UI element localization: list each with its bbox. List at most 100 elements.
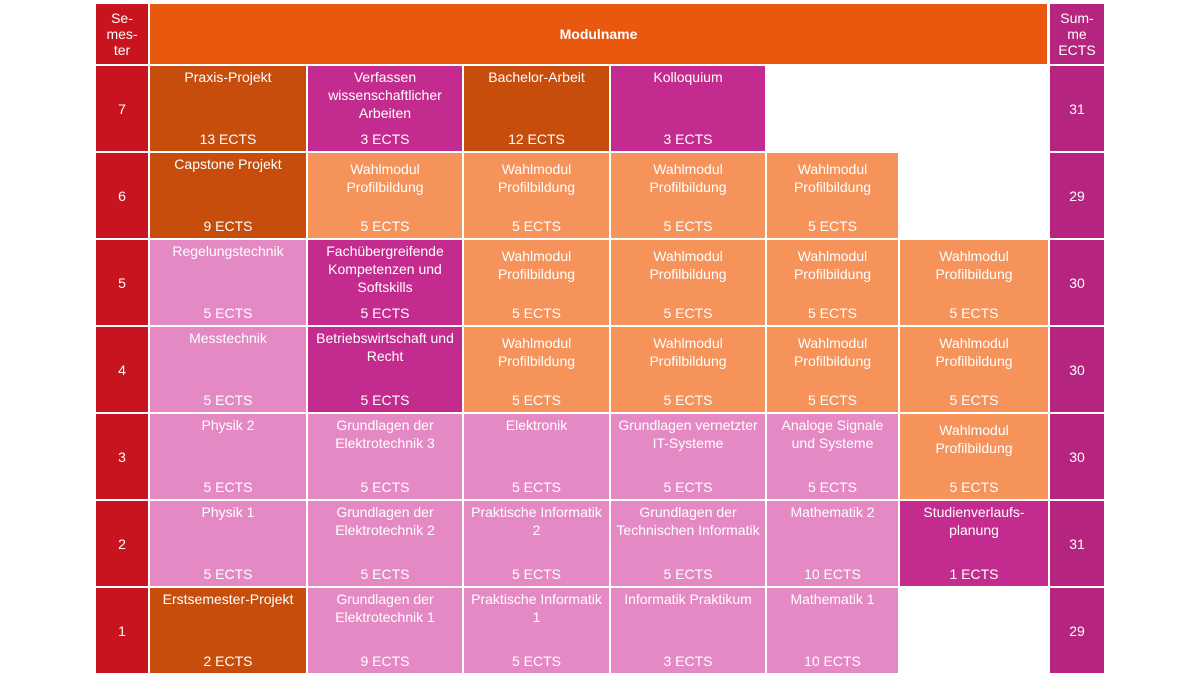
module-cell: Wahlmodul Profilbildung 5 ECTS	[767, 327, 898, 412]
module-name: Mathematik 1	[790, 591, 875, 607]
module-name: Wahlmodul Profilbildung	[793, 335, 872, 369]
sum-cell: 31	[1050, 501, 1104, 586]
module-ects: 5 ECTS	[511, 305, 561, 321]
module-cell: Wahlmodul Profilbildung 5 ECTS	[464, 240, 609, 325]
module-cell: Elektronik 5 ECTS	[464, 414, 609, 499]
module-ects: 5 ECTS	[663, 479, 713, 495]
module-ects: 5 ECTS	[511, 218, 561, 234]
module-ects: 5 ECTS	[807, 479, 857, 495]
module-cell: Wahlmodul Profilbildung 5 ECTS	[611, 153, 765, 238]
module-name: Kolloquium	[653, 69, 723, 85]
module-ects: 10 ECTS	[804, 566, 861, 582]
module-name: Praktische Informatik 2	[471, 504, 602, 538]
module-cell: Mathematik 1 10 ECTS	[767, 588, 898, 673]
module-ects: 2 ECTS	[203, 653, 253, 669]
sum-value: 31	[1069, 100, 1085, 117]
module-name: Mathematik 2	[790, 504, 875, 520]
module-cell: Wahlmodul Profilbildung 5 ECTS	[611, 240, 765, 325]
header-modulname: Modulname	[150, 4, 1047, 64]
module-ects: 1 ECTS	[949, 566, 999, 582]
module-cell: Wahlmodul Profilbildung 5 ECTS	[611, 327, 765, 412]
module-ects: 5 ECTS	[203, 566, 253, 582]
module-cell: Messtechnik 5 ECTS	[150, 327, 306, 412]
module-name: Wahlmodul Profilbildung	[497, 335, 576, 369]
module-ects: 3 ECTS	[663, 653, 713, 669]
semester-cell: 6	[96, 153, 148, 238]
module-ects: 9 ECTS	[360, 653, 410, 669]
module-name: Capstone Projekt	[174, 156, 282, 172]
module-ects: 5 ECTS	[807, 392, 857, 408]
module-name: Messtechnik	[189, 330, 267, 346]
header-modulname-label: Modulname	[559, 26, 638, 42]
module-name: Grundlagen vernetzter IT-Systeme	[618, 417, 758, 451]
module-ects: 5 ECTS	[807, 218, 857, 234]
module-name: Betriebswirtschaft und Recht	[316, 330, 454, 364]
module-name: Praxis-Projekt	[184, 69, 272, 85]
module-name: Wahlmodul Profilbildung	[793, 161, 872, 195]
module-cell: Betriebswirtschaft und Recht 5 ECTS	[308, 327, 462, 412]
module-ects: 5 ECTS	[949, 305, 999, 321]
module-ects: 5 ECTS	[203, 479, 253, 495]
module-cell: Physik 1 5 ECTS	[150, 501, 306, 586]
sum-cell: 30	[1050, 327, 1104, 412]
module-name: Wahlmodul Profilbildung	[649, 248, 727, 282]
module-ects: 5 ECTS	[663, 218, 713, 234]
module-cell: Studienverlaufs-planung 1 ECTS	[900, 501, 1048, 586]
module-name: Wahlmodul Profilbildung	[346, 161, 424, 195]
module-ects: 13 ECTS	[199, 131, 257, 147]
module-name: Regelungstechnik	[172, 243, 284, 259]
module-cell: Mathematik 2 10 ECTS	[767, 501, 898, 586]
sum-cell: 30	[1050, 240, 1104, 325]
module-cell: Grundlagen der Technischen Informatik 5 E…	[611, 501, 765, 586]
module-cell: Praktische Informatik 1 5 ECTS	[464, 588, 609, 673]
module-cell: Informatik Praktikum 3 ECTS	[611, 588, 765, 673]
module-name: Informatik Praktikum	[624, 591, 752, 607]
module-name: Bachelor-Arbeit	[488, 69, 585, 85]
module-cell: Wahlmodul Profilbildung 5 ECTS	[464, 327, 609, 412]
module-cell: Regelungstechnik 5 ECTS	[150, 240, 306, 325]
semester-number: 1	[118, 622, 126, 639]
module-ects: 5 ECTS	[360, 479, 410, 495]
module-name: Physik 2	[201, 417, 255, 433]
module-cell: Wahlmodul Profilbildung 5 ECTS	[464, 153, 609, 238]
module-ects: 5 ECTS	[203, 392, 253, 408]
header-sum-label: Sum- me ECTS	[1058, 10, 1096, 58]
module-cell: Grundlagen der Elektrotechnik 3 5 ECTS	[308, 414, 462, 499]
module-name: Grundlagen der Elektrotechnik 3	[335, 417, 435, 451]
header-semester: Se- mes- ter	[96, 4, 148, 64]
module-name: Grundlagen der Technischen Informatik	[616, 504, 760, 538]
module-name: Wahlmodul Profilbildung	[649, 161, 727, 195]
sum-value: 31	[1069, 535, 1085, 552]
module-cell: Wahlmodul Profilbildung 5 ECTS	[767, 153, 898, 238]
semester-cell: 5	[96, 240, 148, 325]
module-name: Fachübergreifende Kompetenzen und Softsk…	[326, 243, 444, 295]
module-name: Wahlmodul Profilbildung	[497, 248, 576, 282]
sum-value: 30	[1069, 448, 1085, 465]
module-cell: Physik 2 5 ECTS	[150, 414, 306, 499]
module-ects: 5 ECTS	[663, 392, 713, 408]
module-ects: 5 ECTS	[203, 305, 253, 321]
module-cell: Wahlmodul Profilbildung 5 ECTS	[308, 153, 462, 238]
header-semester-label: Se- mes- ter	[106, 10, 138, 58]
sum-cell: 30	[1050, 414, 1104, 499]
semester-number: 4	[118, 361, 126, 378]
module-cell: Wahlmodul Profilbildung 5 ECTS	[900, 327, 1048, 412]
module-name: Wahlmodul Profilbildung	[935, 335, 1013, 369]
module-ects: 5 ECTS	[663, 566, 713, 582]
module-cell: Wahlmodul Profilbildung 5 ECTS	[900, 414, 1048, 499]
module-name: Wahlmodul Profilbildung	[935, 248, 1013, 282]
module-ects: 5 ECTS	[663, 305, 713, 321]
module-cell: Praxis-Projekt 13 ECTS	[150, 66, 306, 151]
module-cell: Grundlagen vernetzter IT-Systeme 5 ECTS	[611, 414, 765, 499]
module-ects: 5 ECTS	[949, 392, 999, 408]
module-name: Wahlmodul Profilbildung	[497, 161, 576, 195]
module-cell: Grundlagen der Elektrotechnik 1 9 ECTS	[308, 588, 462, 673]
sum-value: 30	[1069, 274, 1085, 291]
semester-cell: 4	[96, 327, 148, 412]
module-cell: Capstone Projekt 9 ECTS	[150, 153, 306, 238]
module-name: Wahlmodul Profilbildung	[649, 335, 727, 369]
module-name: Grundlagen der Elektrotechnik 1	[335, 591, 435, 625]
module-cell: Analoge Signale und Systeme 5 ECTS	[767, 414, 898, 499]
module-cell: Grundlagen der Elektrotechnik 2 5 ECTS	[308, 501, 462, 586]
module-name: Wahlmodul Profilbildung	[935, 422, 1013, 456]
